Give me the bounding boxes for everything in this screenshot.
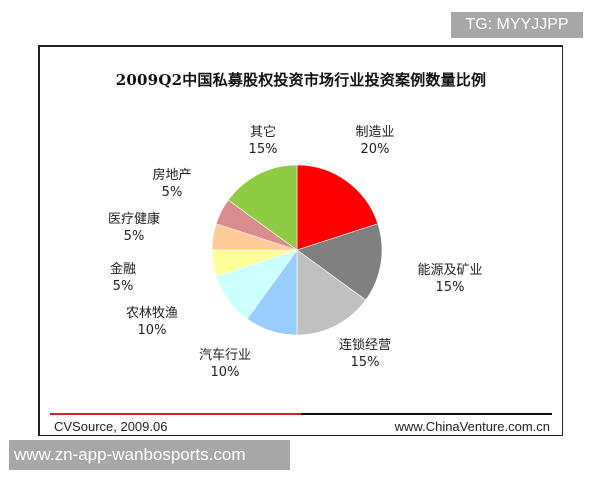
slice-label-value: 5% xyxy=(112,279,134,294)
slice-label-value: 5% xyxy=(123,229,145,244)
pie-slice xyxy=(296,249,367,336)
chart-frame: 2009Q2中国私募股权投资市场行业投资案例数量比例 制造业 20% 能源及矿业 15… xyxy=(38,45,563,436)
footer-rule xyxy=(50,413,552,415)
slice-label-value: 5% xyxy=(161,185,183,200)
slice-label: 制造业 20% xyxy=(355,124,394,158)
slice-label-name: 汽车行业 xyxy=(198,348,252,363)
slice-label-value: 15% xyxy=(435,280,465,295)
slice-label: 医疗健康 5% xyxy=(108,211,160,245)
slice-label: 农林牧渔 10% xyxy=(126,305,178,339)
slice-label-value: 10% xyxy=(137,323,167,338)
slice-label: 连锁经营 15% xyxy=(339,337,391,371)
slice-label-name: 其它 xyxy=(249,125,276,140)
pie-slice xyxy=(296,223,383,301)
slice-label-name: 农林牧渔 xyxy=(125,306,179,321)
slice-label-value: 10% xyxy=(210,365,240,380)
source-website: www.ChinaVenture.com.cn xyxy=(394,419,550,434)
slice-label-name: 房地产 xyxy=(152,168,192,183)
slice-label-name: 金融 xyxy=(109,262,137,277)
slice-label-value: 20% xyxy=(360,142,390,157)
source-note: CVSource, 2009.06 xyxy=(54,419,168,434)
slice-label-name: 能源及矿业 xyxy=(417,263,483,278)
watermark-top: TG: MYYJJPP xyxy=(451,12,583,38)
slice-label: 金融 5% xyxy=(110,261,136,295)
slice-label: 其它 15% xyxy=(249,124,278,158)
slice-label-value: 15% xyxy=(248,142,278,157)
pie-slice xyxy=(227,164,298,251)
slice-label-name: 制造业 xyxy=(355,125,395,140)
chart-title: 2009Q2中国私募股权投资市场行业投资案例数量比例 xyxy=(115,71,487,89)
pie-chart xyxy=(211,164,383,336)
slice-label: 房地产 5% xyxy=(152,167,191,201)
slice-label-value: 15% xyxy=(350,355,380,370)
slice-label: 汽车行业 10% xyxy=(199,347,251,381)
footer-rule-red xyxy=(50,413,301,415)
slice-label: 能源及矿业 15% xyxy=(417,262,482,296)
slice-label-name: 连锁经营 xyxy=(338,338,392,353)
slice-label-name: 医疗健康 xyxy=(107,212,161,227)
footer-rule-black xyxy=(301,413,552,415)
watermark-bottom: www.zn-app-wanbosports.com xyxy=(9,440,290,470)
pie-slice xyxy=(296,164,379,251)
